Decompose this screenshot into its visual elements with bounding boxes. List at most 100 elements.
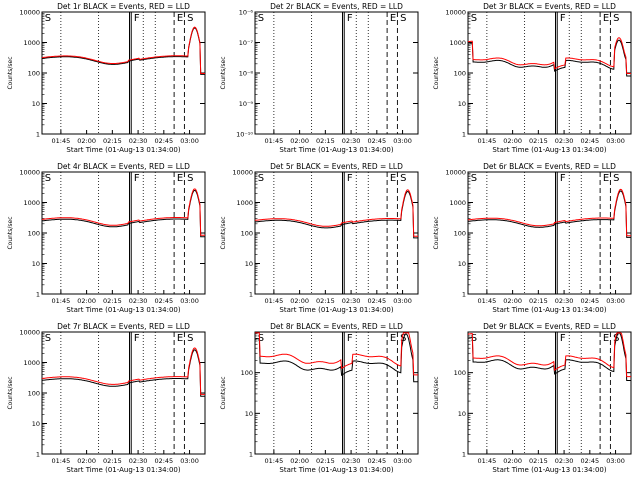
y-tick-label: 1000 <box>23 39 40 47</box>
marker-letter: F <box>134 13 140 24</box>
y-tick-label: 10 <box>245 410 253 418</box>
x-tick-label: 02:15 <box>103 457 122 465</box>
x-tick-label: 02:15 <box>529 297 548 305</box>
y-axis-label: Counts/sec <box>220 56 227 89</box>
marker-letter: S <box>45 13 51 24</box>
x-tick-label: 02:30 <box>342 297 361 305</box>
x-tick-label: 02:15 <box>316 137 335 145</box>
x-tick-label: 03:00 <box>180 457 199 465</box>
x-axis-label: Start Time (01-Aug-13 01:34:00) <box>66 306 180 314</box>
y-tick-label: 10 <box>32 260 40 268</box>
x-tick-label: 02:00 <box>503 137 522 145</box>
marker-letter: S <box>471 333 477 344</box>
marker-letter: S <box>45 173 51 184</box>
x-axis-label: Start Time (01-Aug-13 01:34:00) <box>279 466 393 474</box>
y-tick-label: 1 <box>36 291 40 299</box>
marker-letter: F <box>134 173 140 184</box>
y-axis-label: Counts/sec <box>220 216 227 249</box>
marker-letter: S <box>471 173 477 184</box>
marker-letter: E <box>603 333 609 344</box>
series-lld <box>467 332 631 378</box>
x-tick-label: 02:00 <box>290 457 309 465</box>
series-lld <box>42 347 205 395</box>
y-tick-label: 10 <box>458 100 466 108</box>
y-tick-label: 100 <box>28 70 40 78</box>
y-tick-label: 1 <box>249 291 253 299</box>
x-axis-label: Start Time (01-Aug-13 01:34:00) <box>279 146 393 154</box>
x-tick-label: 02:45 <box>580 137 599 145</box>
x-tick-label: 02:00 <box>77 297 96 305</box>
plot-frame <box>467 171 632 295</box>
marker-letter: S <box>258 333 264 344</box>
plot-frame <box>254 331 419 455</box>
y-tick-label: 10 <box>32 100 40 108</box>
x-tick-label: 02:45 <box>580 457 599 465</box>
x-tick-label: 03:00 <box>393 137 412 145</box>
y-tick-label: 100 <box>241 369 253 377</box>
y-axis-label: Counts/sec <box>220 376 227 409</box>
y-tick-label: 10000 <box>19 329 40 337</box>
marker-letter: S <box>400 173 406 184</box>
y-tick-label: 100 <box>241 230 253 238</box>
series-events <box>41 349 205 397</box>
x-tick-label: 02:45 <box>367 457 386 465</box>
y-tick-label: 10 <box>458 410 466 418</box>
x-axis-label: Start Time (01-Aug-13 01:34:00) <box>492 146 606 154</box>
marker-letter: F <box>347 173 353 184</box>
y-tick-label: 10000 <box>19 9 40 17</box>
x-tick-label: 02:30 <box>342 457 361 465</box>
y-tick-label: 100 <box>454 230 466 238</box>
chart-title: Det 7r BLACK = Events, RED = LLD <box>57 322 190 331</box>
y-tick-label: 1000 <box>236 199 253 207</box>
y-tick-label: 100 <box>454 369 466 377</box>
x-tick-label: 02:00 <box>290 137 309 145</box>
x-tick-label: 02:00 <box>77 457 96 465</box>
marker-letter: E <box>603 173 609 184</box>
x-tick-label: 03:00 <box>606 297 625 305</box>
x-axis-label: Start Time (01-Aug-13 01:34:00) <box>66 466 180 474</box>
y-tick-label: 10⁻¹⁰ <box>236 131 253 139</box>
plot-frame <box>254 11 419 135</box>
y-tick-label: 10000 <box>19 169 40 177</box>
marker-letter: S <box>613 173 619 184</box>
chart-title: Det 5r BLACK = Events, RED = LLD <box>270 162 403 171</box>
marker-letter: E <box>177 13 183 24</box>
x-tick-label: 02:15 <box>103 297 122 305</box>
x-tick-label: 02:15 <box>529 457 548 465</box>
panel-det-4: Det 4r BLACK = Events, RED = LLD 1 10 100 10… <box>7 162 206 314</box>
marker-letter: S <box>187 173 193 184</box>
x-axis-label: Start Time (01-Aug-13 01:34:00) <box>66 146 180 154</box>
panel-det-2: Det 2r BLACK = Events, RED = LLD 10⁻¹⁰ 10⁻… <box>220 2 419 154</box>
y-tick-label: 1 <box>36 131 40 139</box>
panel-det-1: Det 1r BLACK = Events, RED = LLD 1 10 100 10… <box>7 2 206 154</box>
x-axis-label: Start Time (01-Aug-13 01:34:00) <box>492 466 606 474</box>
panel-det-5: Det 5r BLACK = Events, RED = LLD 1 10 100 10… <box>220 162 419 314</box>
marker-letter: F <box>134 333 140 344</box>
marker-letter: E <box>177 173 183 184</box>
x-tick-label: 01:45 <box>52 137 71 145</box>
marker-letter: S <box>471 13 477 24</box>
panel-det-7: Det 7r BLACK = Events, RED = LLD 1 10 100 10… <box>7 322 206 474</box>
panel-det-3: Det 3r BLACK = Events, RED = LLD 1 10 100 10… <box>433 2 632 154</box>
y-axis-label: Counts/sec <box>7 56 14 89</box>
y-tick-label: 10000 <box>445 9 466 17</box>
series-lld <box>41 26 205 74</box>
x-tick-label: 01:45 <box>265 457 284 465</box>
x-tick-label: 02:30 <box>555 457 574 465</box>
series-events <box>467 190 631 238</box>
chart-title: Det 2r BLACK = Events, RED = LLD <box>270 2 403 11</box>
plot-frame <box>467 11 632 135</box>
series-lld <box>41 188 205 236</box>
x-tick-label: 02:00 <box>290 297 309 305</box>
y-tick-label: 10⁻⁹ <box>239 100 254 108</box>
marker-letter: S <box>187 333 193 344</box>
y-tick-label: 1 <box>462 451 466 459</box>
y-tick-label: 10⁻⁶ <box>239 9 254 17</box>
x-tick-label: 02:15 <box>316 457 335 465</box>
x-tick-label: 02:30 <box>342 137 361 145</box>
marker-letter: E <box>603 13 609 24</box>
chart-title: Det 9r BLACK = Events, RED = LLD <box>483 322 616 331</box>
x-tick-label: 01:45 <box>52 297 71 305</box>
marker-letter: F <box>560 173 566 184</box>
